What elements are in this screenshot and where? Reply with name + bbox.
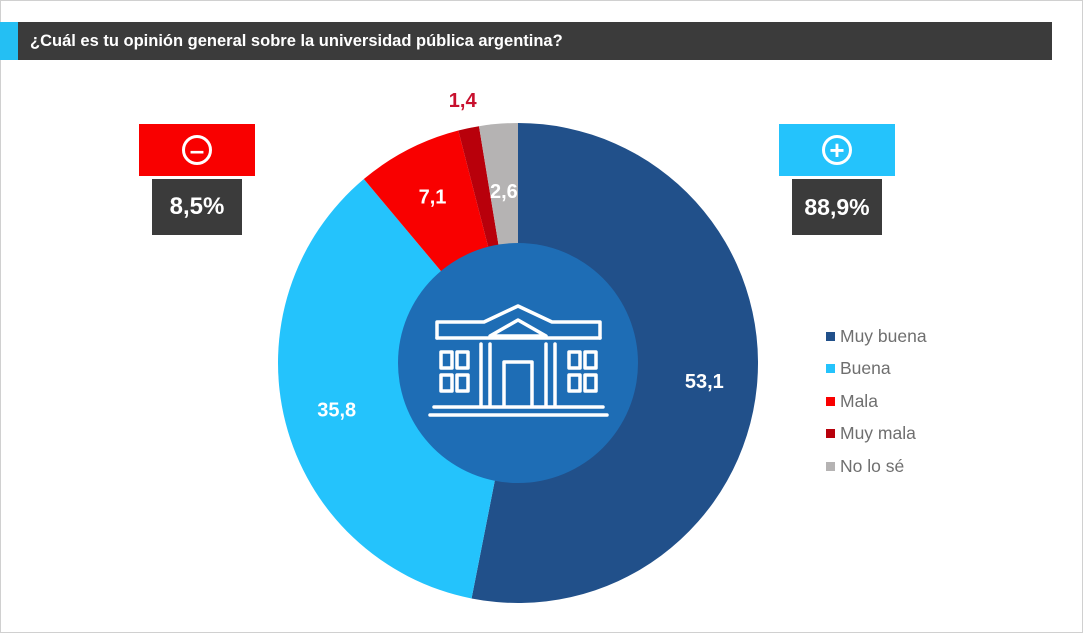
- legend-swatch: [826, 396, 835, 406]
- legend-item: Muy buena: [826, 320, 927, 353]
- university-building-icon: [428, 304, 609, 417]
- title-bar: ¿Cuál es tu opinión general sobre la uni…: [0, 22, 1052, 60]
- minus-circle-icon: –: [182, 135, 212, 165]
- legend-label: Buena: [840, 358, 891, 379]
- plus-circle-icon: +: [822, 135, 852, 165]
- legend-swatch: [826, 364, 835, 374]
- legend-item: Buena: [826, 353, 927, 386]
- legend-swatch: [826, 461, 835, 471]
- positive-summary-value: 88,9%: [792, 179, 882, 235]
- legend-label: No lo sé: [840, 455, 905, 476]
- legend-label: Muy buena: [840, 325, 927, 346]
- legend-item: Mala: [826, 385, 927, 418]
- slice-label: 7,1: [419, 187, 447, 209]
- slice-label: 53,1: [685, 371, 724, 393]
- legend-label: Mala: [840, 390, 878, 411]
- slice-label: 35,8: [317, 400, 356, 422]
- legend-swatch: [826, 429, 835, 439]
- legend-swatch: [826, 331, 835, 341]
- legend-item: No lo sé: [826, 450, 927, 483]
- positive-summary-header: +: [779, 124, 895, 176]
- slice-buena: [278, 179, 518, 599]
- negative-summary-value: 8,5%: [152, 179, 242, 235]
- slice-label: 1,4: [449, 90, 478, 112]
- negative-summary-header: –: [139, 124, 255, 176]
- legend-label: Muy mala: [840, 423, 916, 444]
- legend: Muy buena Buena Mala Muy mala No lo sé: [826, 320, 927, 483]
- chart-title: ¿Cuál es tu opinión general sobre la uni…: [30, 32, 563, 50]
- legend-item: Muy mala: [826, 418, 927, 451]
- slice-label: 2,6: [490, 181, 518, 203]
- title-accent: [0, 22, 18, 60]
